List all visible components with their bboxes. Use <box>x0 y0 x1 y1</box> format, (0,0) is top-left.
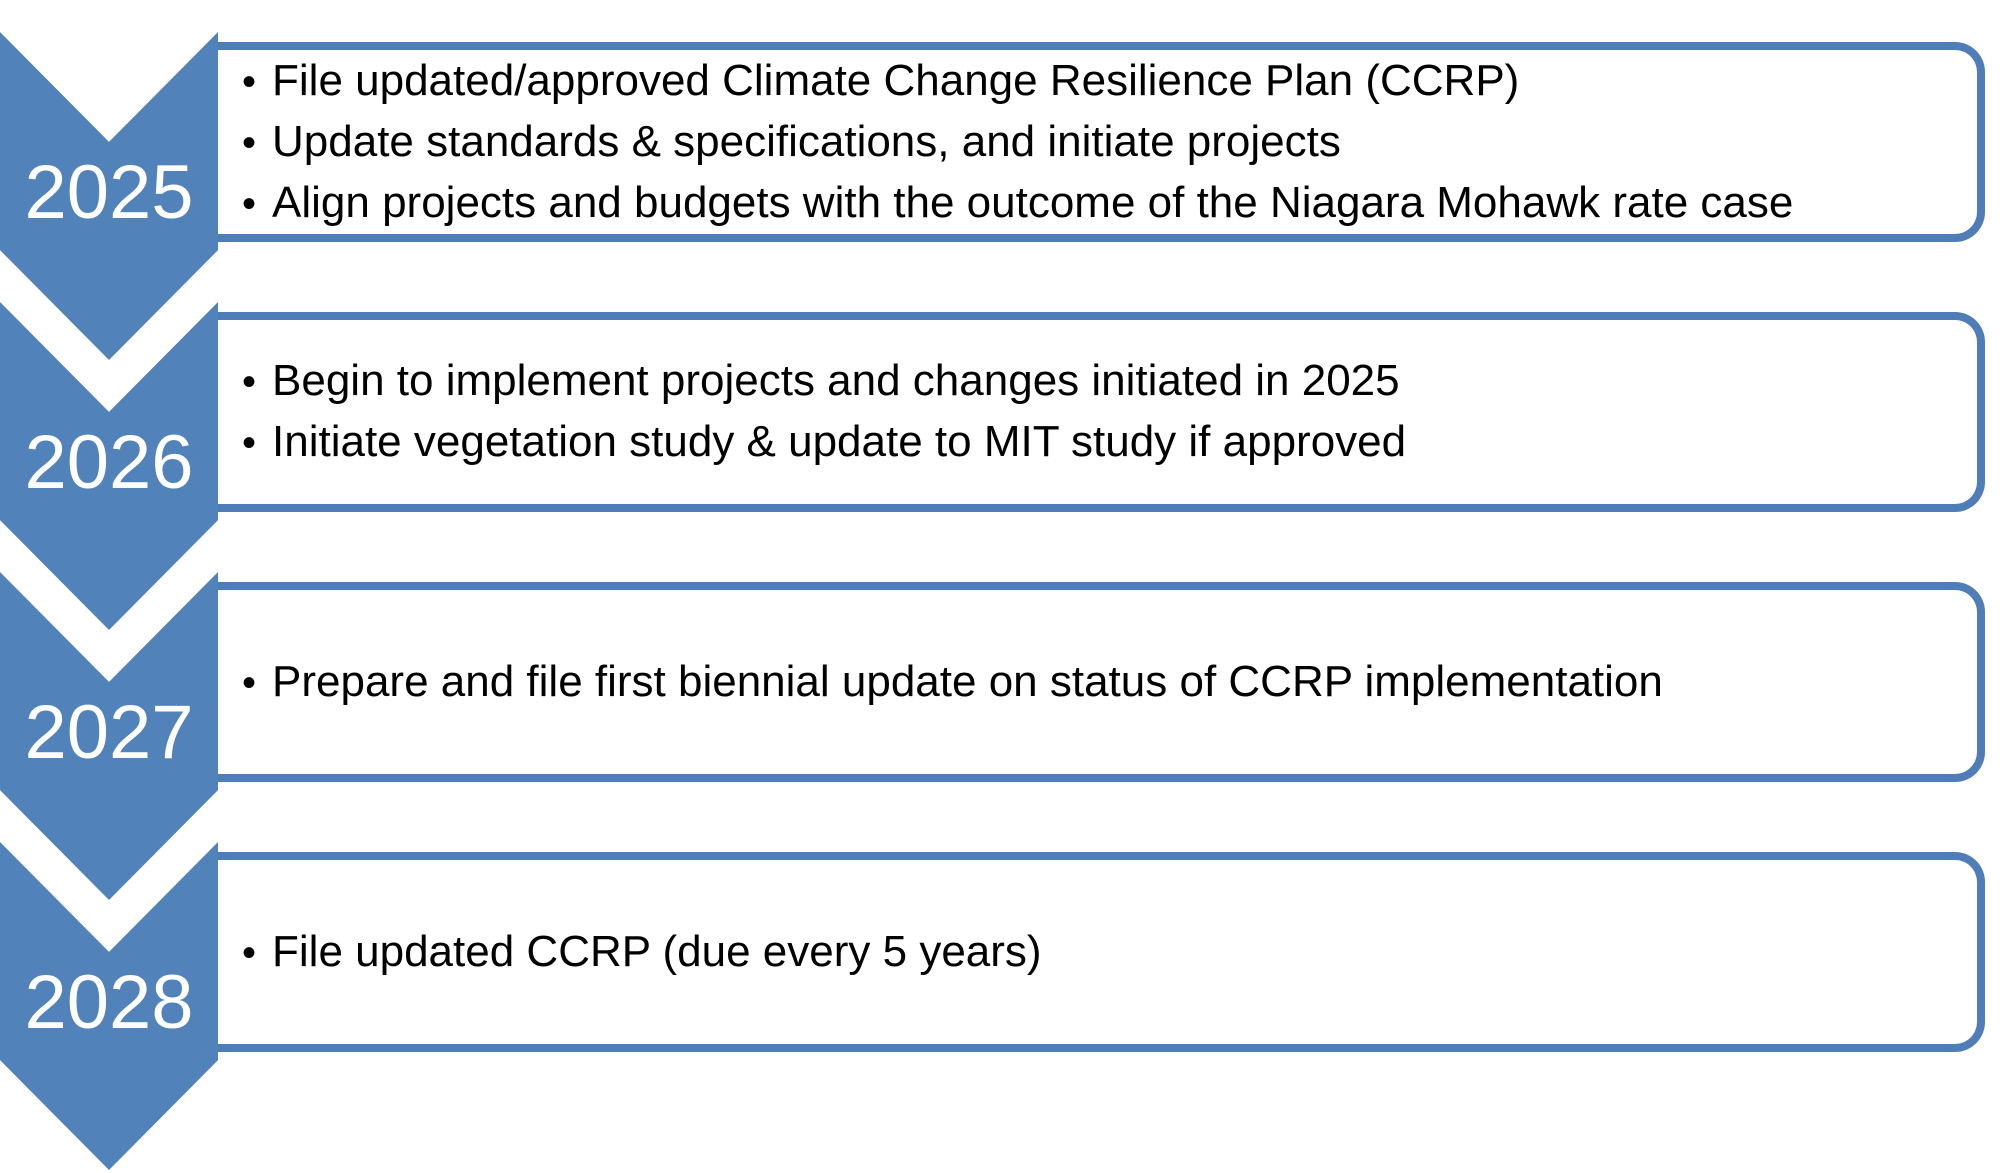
content-box: • Begin to implement projects and changes… <box>215 312 1985 512</box>
content-box: • File updated CCRP (due every 5 years) <box>215 852 1985 1052</box>
content-box: • Prepare and file first biennial update … <box>215 582 1985 782</box>
bullet-list: • File updated CCRP (due every 5 years) <box>215 922 1977 983</box>
bullet-text: Update standards & specifications, and i… <box>272 116 1341 166</box>
bullet-list: • Begin to implement projects and changes… <box>215 351 1977 473</box>
bullet-text: Align projects and budgets with the outc… <box>272 177 1794 227</box>
bullet-icon: • <box>242 181 257 226</box>
bullet-text: Prepare and file first biennial update o… <box>272 656 1663 706</box>
bullet-text: Begin to implement projects and changes … <box>272 356 1400 405</box>
bullet-item: • Begin to implement projects and changes… <box>242 351 1947 412</box>
bullet-icon: • <box>242 59 257 104</box>
year-label: 2025 <box>24 150 194 235</box>
year-label: 2026 <box>24 420 194 505</box>
bullet-text: File updated CCRP (due every 5 years) <box>272 926 1042 976</box>
bullet-icon: • <box>242 360 257 404</box>
bullet-icon: • <box>242 660 257 705</box>
bullet-list: • File updated/approved Climate Change Re… <box>215 51 1977 234</box>
bullet-item: • File updated CCRP (due every 5 years) <box>242 922 1947 983</box>
bullet-icon: • <box>242 120 257 165</box>
content-box: • File updated/approved Climate Change Re… <box>215 42 1985 242</box>
bullet-item: • Align projects and budgets with the out… <box>242 173 1947 234</box>
year-label: 2027 <box>24 690 194 775</box>
bullet-text: Initiate vegetation study & update to MI… <box>272 417 1407 466</box>
bullet-list: • Prepare and file first biennial update … <box>215 652 1977 713</box>
year-label: 2028 <box>24 960 194 1045</box>
bullet-item: • Prepare and file first biennial update … <box>242 652 1947 713</box>
bullet-item: • Update standards & specifications, and … <box>242 112 1947 173</box>
bullet-icon: • <box>242 930 257 975</box>
bullet-item: • Initiate vegetation study & update to M… <box>242 412 1947 473</box>
bullet-icon: • <box>242 421 257 465</box>
bullet-text: File updated/approved Climate Change Res… <box>272 55 1520 105</box>
bullet-item: • File updated/approved Climate Change Re… <box>242 51 1947 112</box>
year-chevron-shape: 2025 <box>0 32 218 360</box>
